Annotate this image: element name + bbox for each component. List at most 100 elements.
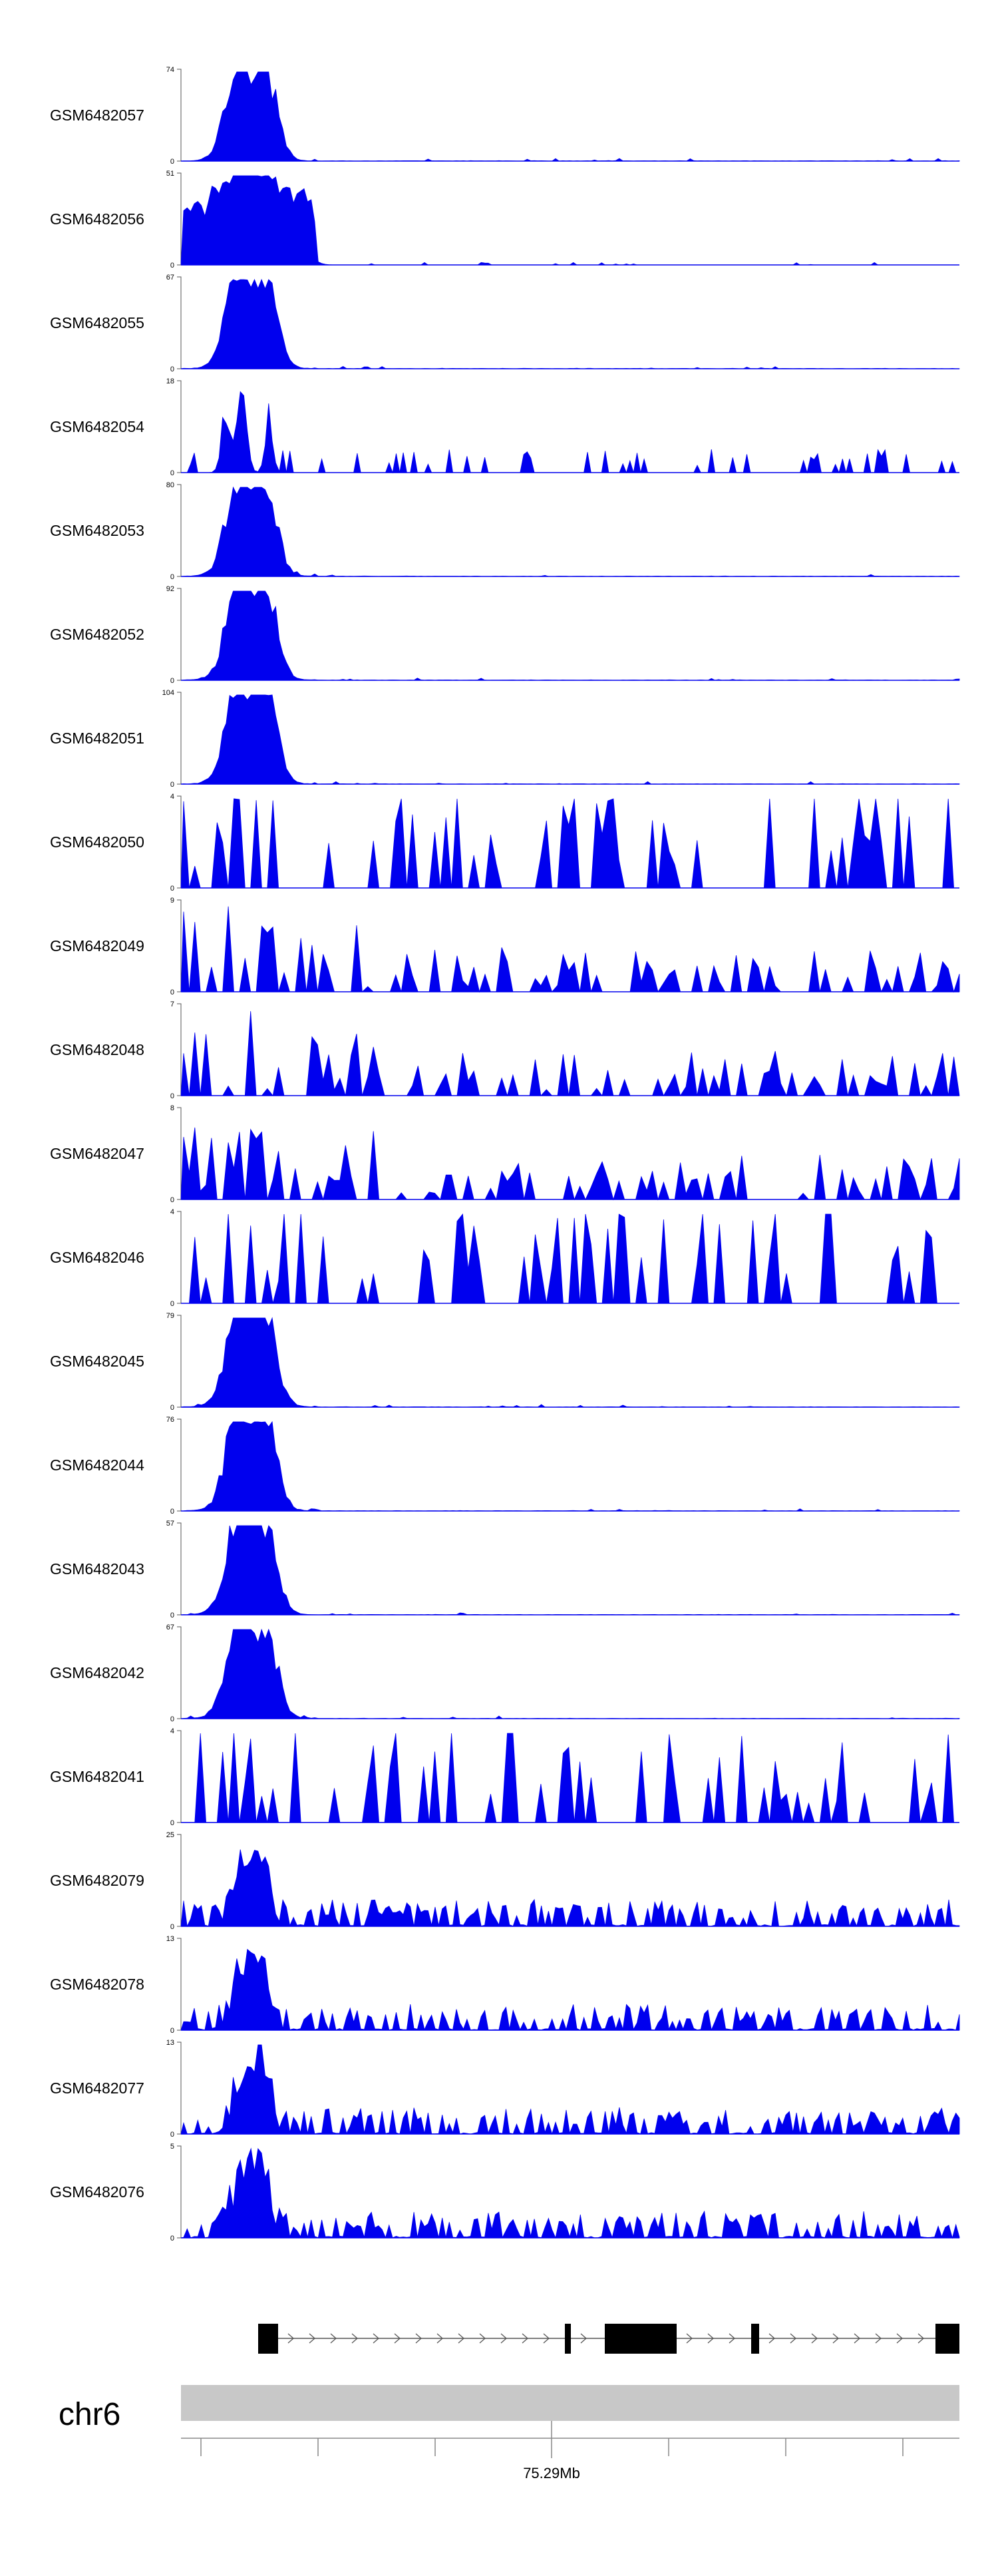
y-max-label: 4 <box>170 793 174 801</box>
coverage-area <box>180 1525 960 1615</box>
y-min-label: 0 <box>170 1404 174 1412</box>
track-label: GSM6482056 <box>50 210 144 228</box>
y-max-label: 67 <box>166 1623 174 1631</box>
track-label: GSM6482054 <box>50 418 144 435</box>
y-max-label: 13 <box>166 1935 174 1943</box>
y-max-label: 8 <box>170 1104 174 1112</box>
intron-arrow <box>686 2333 693 2344</box>
gene-model <box>258 2324 959 2354</box>
y-min-label: 0 <box>170 988 174 996</box>
y-max-label: 67 <box>166 274 174 282</box>
coverage-area <box>180 486 960 577</box>
y-min-label: 0 <box>170 365 174 373</box>
track-label: GSM6482076 <box>50 2183 144 2201</box>
intron-arrow <box>522 2333 528 2344</box>
gene-exon <box>935 2324 959 2354</box>
intron-arrow <box>768 2333 775 2344</box>
y-min-label: 0 <box>170 781 174 789</box>
track-GSM6482041: GSM6482041 4 0 <box>50 1727 959 1827</box>
track-label: GSM6482042 <box>50 1664 144 1681</box>
y-axis <box>177 1938 182 2031</box>
intron-arrow <box>436 2333 443 2344</box>
coverage-area <box>180 798 959 889</box>
y-axis <box>177 1418 182 1512</box>
track-label: GSM6482057 <box>50 107 144 124</box>
y-axis <box>177 692 182 785</box>
track-label: GSM6482046 <box>50 1249 144 1266</box>
track-GSM6482042: GSM6482042 67 0 <box>50 1623 960 1723</box>
intron-arrow <box>832 2333 839 2344</box>
y-min-label: 0 <box>170 1196 174 1204</box>
intron-arrow <box>309 2333 315 2344</box>
y-max-label: 76 <box>166 1416 174 1424</box>
y-max-label: 4 <box>170 1208 174 1216</box>
y-min-label: 0 <box>170 1923 174 1931</box>
track-GSM6482056: GSM6482056 51 0 <box>50 170 959 270</box>
coverage-area <box>180 1317 960 1408</box>
y-min-label: 0 <box>170 1508 174 1516</box>
y-max-label: 9 <box>170 897 174 905</box>
track-GSM6482079: GSM6482079 25 0 <box>50 1831 960 1931</box>
y-max-label: 74 <box>166 66 174 74</box>
y-max-label: 4 <box>170 1727 174 1735</box>
y-axis <box>177 484 182 577</box>
intron-arrow <box>479 2333 486 2344</box>
coverage-area <box>180 1628 960 1719</box>
chromosome-ideogram <box>181 2385 959 2421</box>
y-max-label: 7 <box>170 1000 174 1008</box>
track-GSM6482049: GSM6482049 9 0 <box>50 897 960 996</box>
y-max-label: 25 <box>166 1831 174 1839</box>
y-axis <box>177 69 182 162</box>
track-GSM6482045: GSM6482045 79 0 <box>50 1312 960 1412</box>
track-label: GSM6482052 <box>50 626 144 643</box>
intron-arrow <box>580 2333 587 2344</box>
intron-arrow <box>330 2333 337 2344</box>
y-min-label: 0 <box>170 1715 174 1723</box>
y-min-label: 0 <box>170 2027 174 2035</box>
track-GSM6482077: GSM6482077 13 0 <box>50 2039 960 2139</box>
y-axis <box>177 795 182 889</box>
track-GSM6482048: GSM6482048 7 0 <box>50 1000 960 1100</box>
track-label: GSM6482049 <box>50 937 144 955</box>
track-GSM6482047: GSM6482047 8 0 <box>50 1104 960 1204</box>
coverage-area <box>180 1948 960 2032</box>
gene-exon <box>565 2324 571 2354</box>
coverage-area <box>181 391 959 474</box>
track-label: GSM6482079 <box>50 1872 144 1889</box>
gene-exon <box>751 2324 759 2354</box>
track-label: GSM6482077 <box>50 2079 144 2097</box>
y-min-label: 0 <box>170 573 174 581</box>
intron-arrow <box>351 2333 358 2344</box>
coverage-area <box>180 1127 960 1201</box>
track-GSM6482078: GSM6482078 13 0 <box>50 1935 960 2035</box>
position-label: 75.29Mb <box>523 2465 580 2481</box>
y-max-label: 51 <box>166 170 174 178</box>
y-axis <box>177 172 182 266</box>
track-GSM6482050: GSM6482050 4 0 <box>50 793 959 893</box>
gene-exon <box>605 2324 677 2354</box>
y-max-label: 13 <box>166 2039 174 2047</box>
intron-arrow <box>875 2333 882 2344</box>
y-axis <box>177 1107 182 1200</box>
y-max-label: 18 <box>166 377 174 385</box>
y-min-label: 0 <box>170 1300 174 1308</box>
intron-arrow <box>707 2333 714 2344</box>
track-GSM6482076: GSM6482076 5 0 <box>50 2143 960 2243</box>
intron-arrow <box>811 2333 818 2344</box>
y-min-label: 0 <box>170 262 174 270</box>
coverage-area <box>180 71 960 162</box>
track-GSM6482055: GSM6482055 67 0 <box>50 274 960 373</box>
coverage-area <box>180 590 960 681</box>
coverage-area <box>180 2044 960 2135</box>
y-axis <box>177 2145 182 2239</box>
coverage-area <box>180 1420 960 1512</box>
y-min-label: 0 <box>170 2235 174 2243</box>
y-axis <box>177 380 182 473</box>
track-label: GSM6482048 <box>50 1041 144 1058</box>
coverage-area <box>181 1733 959 1823</box>
y-axis <box>177 899 182 992</box>
y-min-label: 0 <box>170 677 174 685</box>
y-axis <box>177 1522 182 1615</box>
y-max-label: 5 <box>170 2143 174 2151</box>
track-GSM6482043: GSM6482043 57 0 <box>50 1520 960 1619</box>
